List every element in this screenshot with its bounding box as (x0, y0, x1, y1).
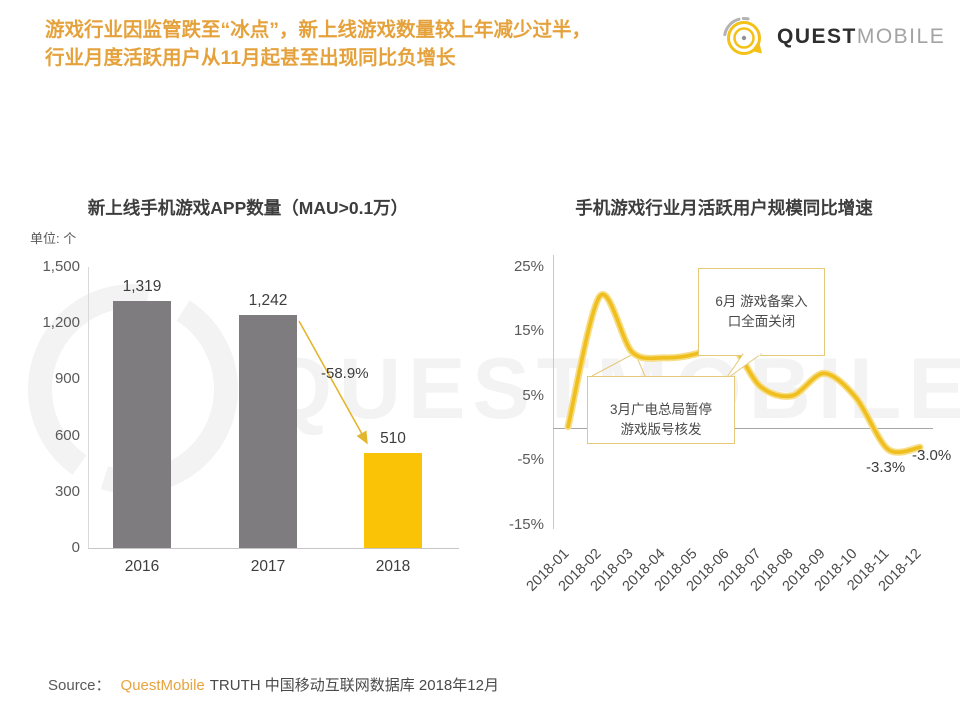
questmobile-logo-icon (723, 16, 762, 55)
line-y-tick: 5% (522, 386, 544, 404)
data-label-2018-12: -3.0% (912, 447, 952, 464)
callout-tail (724, 353, 763, 381)
source-prefix: Source： (48, 677, 111, 694)
bar-chart-title: 新上线手机游戏APP数量（MAU>0.1万） (87, 198, 409, 218)
page-title-line1: 游戏行业因监管跌至“冰点”，新上线游戏数量较上年减少过半， (45, 19, 592, 41)
bar-2016 (113, 300, 171, 548)
y-axis-line (553, 255, 554, 529)
line-y-tick: -5% (517, 451, 544, 469)
source-description: TRUTH 中国移动互联网数据库 2018年12月 (209, 677, 499, 694)
callout-march-license-suspension: 3月广电总局暂停 游戏版号核发 (587, 376, 735, 444)
line-y-tick: 25% (513, 258, 544, 275)
page-title: 游戏行业因监管跌至“冰点”，新上线游戏数量较上年减少过半， 行业月度活跃用户从1… (45, 16, 735, 72)
page-title-line2: 行业月度活跃用户从11月起甚至出现同比负增长 (45, 47, 456, 69)
line-y-tick: -15% (508, 515, 544, 533)
source-line: Source： QuestMobile TRUTH 中国移动互联网数据库 2018年… (48, 674, 499, 695)
decline-arrow (298, 320, 368, 445)
zero-baseline (553, 428, 933, 429)
logo-text-mobile: MOBILE (856, 25, 946, 48)
bar-chart-new-game-apps: 新上线手机游戏APP数量（MAU>0.1万） 单位: 个 -58.9% 1,31… (28, 195, 468, 595)
bar-y-tick: 300 (54, 482, 80, 500)
bar-plot-area: -58.9% 1,319 2016 1,242 2017 510 2018 (88, 267, 459, 575)
questmobile-logo-text: QUESTMOBILE (777, 25, 945, 49)
bar-y-tick: 1,200 (42, 314, 80, 332)
bar-2017 (239, 315, 297, 548)
bar-value-label: 1,242 (248, 292, 288, 310)
decline-percent-label: -58.9% (321, 365, 369, 382)
questmobile-logo: QUESTMOBILE (720, 12, 945, 62)
bar-x-label: 2016 (124, 558, 160, 575)
bar-y-tick: 600 (54, 426, 80, 444)
source-brand: QuestMobile (120, 677, 205, 694)
callout-march-text: 3月广电总局暂停 游戏版号核发 (609, 402, 712, 437)
logo-text-quest: QUEST (777, 25, 857, 48)
bar-2018 (364, 452, 422, 548)
bar-y-tick: 0 (71, 539, 80, 556)
bar-value-label: 510 (380, 429, 406, 447)
callout-june-text: 6月 游戏备案入 口全面关闭 (715, 294, 808, 329)
unit-label: 单位: 个 (30, 231, 77, 246)
bar-x-label: 2018 (375, 558, 411, 575)
bar-y-tick: 900 (54, 370, 80, 388)
line-chart-mau-growth: 手机游戏行业月活跃用户规模同比增速 6月 游戏备案入 口全面关闭 3月广电总局暂… (488, 195, 960, 615)
line-y-tick: 15% (513, 322, 544, 340)
data-label-2018-11: -3.3% (866, 459, 906, 476)
bar-value-label: 1,319 (122, 277, 162, 295)
line-chart-title: 手机游戏行业月活跃用户规模同比增速 (575, 198, 873, 218)
bar-x-label: 2017 (250, 558, 286, 575)
callout-june-filing-closed: 6月 游戏备案入 口全面关闭 (698, 268, 825, 381)
bar-y-tick: 1,500 (42, 258, 80, 275)
